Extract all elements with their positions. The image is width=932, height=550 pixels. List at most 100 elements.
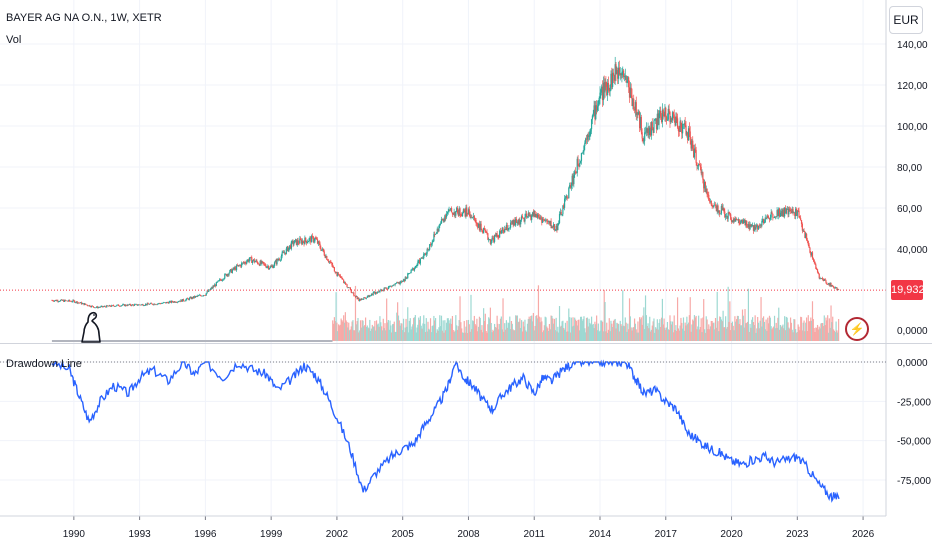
- candle-body: [127, 304, 129, 306]
- currency-button[interactable]: EUR: [889, 6, 923, 34]
- volume-bar: [521, 331, 524, 341]
- volume-bar: [668, 329, 670, 341]
- volume-bar: [723, 327, 725, 341]
- candle-body: [83, 303, 85, 306]
- candle-body: [214, 284, 217, 287]
- volume-bar: [367, 327, 369, 341]
- volume-bar: [781, 325, 783, 341]
- candle-body: [817, 272, 819, 274]
- volume-bar: [822, 326, 825, 341]
- candle-body: [702, 172, 704, 180]
- volume-bar: [726, 326, 728, 341]
- volume-bar: [402, 330, 404, 341]
- candle-body: [254, 261, 256, 263]
- volume-bar: [704, 332, 706, 341]
- candle-body: [220, 280, 223, 281]
- candle-body: [591, 115, 594, 120]
- candle-body: [223, 278, 225, 280]
- candle-body: [558, 223, 560, 224]
- volume-bar: [746, 322, 748, 341]
- candle-body: [212, 286, 214, 289]
- volume-bar: [338, 325, 341, 341]
- candle-body: [527, 212, 529, 217]
- candle-body: [821, 278, 823, 279]
- candle-body: [295, 239, 298, 246]
- volume-bar: [431, 326, 433, 341]
- volume-bar: [659, 319, 661, 341]
- volume-bar: [633, 327, 635, 341]
- volume-bar: [660, 317, 663, 341]
- volume-bar: [378, 326, 380, 341]
- volume-bar: [837, 332, 839, 341]
- volume-bar: [814, 331, 816, 341]
- candle-body: [209, 289, 211, 291]
- volume-bar: [381, 326, 383, 341]
- candle-body: [674, 120, 676, 126]
- volume-bar: [655, 327, 657, 341]
- volume-bar: [682, 328, 684, 341]
- candle-body: [708, 194, 710, 201]
- volume-bar: [658, 322, 660, 341]
- volume-bar: [585, 332, 587, 341]
- volume-bar: [784, 330, 787, 341]
- candle-body: [328, 261, 330, 263]
- volume-bar: [494, 327, 497, 341]
- candle-body: [566, 195, 568, 199]
- candle-body: [345, 283, 347, 285]
- candle-body: [352, 292, 354, 294]
- candle-body: [70, 301, 72, 302]
- candle-body: [474, 219, 476, 221]
- candle-body: [418, 259, 421, 264]
- candle-body: [764, 217, 766, 223]
- candle-body: [462, 209, 465, 213]
- candle-body: [621, 71, 623, 76]
- lightning-icon[interactable]: ⚡: [845, 317, 869, 341]
- candle-body: [144, 305, 146, 306]
- candle-body: [452, 214, 454, 215]
- candle-body: [718, 210, 720, 213]
- candle-body: [612, 72, 615, 76]
- volume-bar: [574, 319, 577, 341]
- candle-body: [359, 298, 361, 302]
- candle-body: [811, 252, 813, 256]
- candle-body: [431, 241, 433, 245]
- volume-bar: [540, 317, 542, 341]
- candle-body: [630, 87, 632, 96]
- candle-body: [803, 230, 805, 232]
- candle-body: [636, 112, 638, 115]
- candle-body: [481, 228, 483, 232]
- candle-body: [801, 224, 803, 231]
- candle-body: [617, 70, 619, 79]
- pane-separator[interactable]: [0, 343, 932, 344]
- volume-bar: [775, 322, 777, 341]
- candle-body: [522, 217, 524, 219]
- volume-bar: [425, 318, 427, 341]
- candle-body: [276, 259, 278, 264]
- candle-body: [581, 152, 583, 154]
- candle-body: [590, 129, 592, 132]
- volume-bar: [332, 320, 334, 341]
- volume-bar: [794, 319, 796, 341]
- candle-body: [187, 298, 190, 300]
- candle-body: [749, 224, 751, 230]
- candle-body: [562, 205, 564, 215]
- candle-body: [122, 304, 125, 305]
- volume-bar: [716, 291, 718, 341]
- volume-bar: [430, 332, 432, 341]
- volume-bar: [754, 315, 756, 341]
- candle-body: [837, 289, 839, 290]
- candle-body: [572, 175, 574, 185]
- tradingview-logo-icon[interactable]: [78, 310, 102, 344]
- candle-body: [425, 253, 427, 255]
- candle-body: [571, 175, 573, 186]
- candle-body: [167, 302, 169, 304]
- candle-body: [406, 278, 408, 279]
- volume-bar: [546, 326, 548, 341]
- candle-body: [368, 295, 370, 297]
- candle-body: [788, 208, 790, 215]
- candle-body: [360, 298, 362, 301]
- volume-bar: [374, 320, 376, 341]
- candle-body: [712, 206, 714, 208]
